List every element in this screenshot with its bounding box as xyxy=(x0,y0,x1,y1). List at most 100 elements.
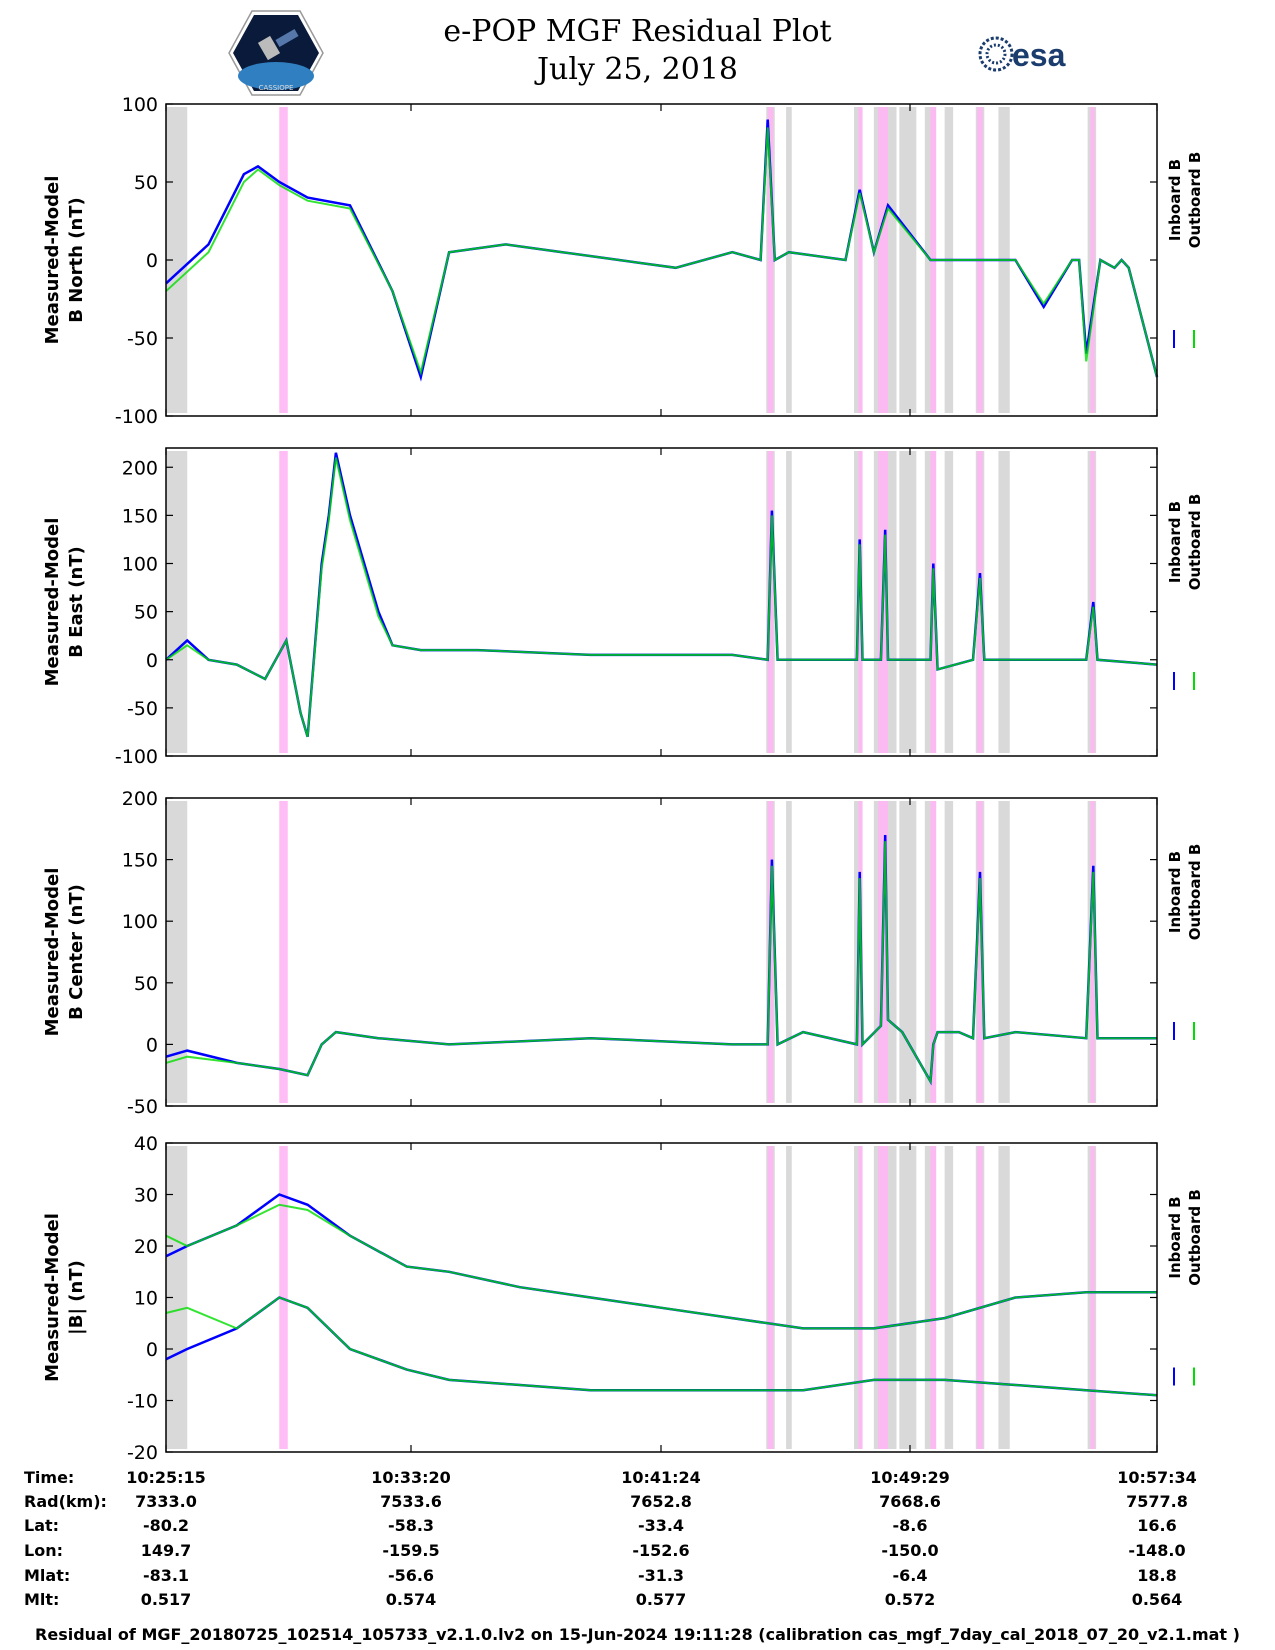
pink-band-3-2 xyxy=(858,1146,863,1449)
pink-band-3-4 xyxy=(930,1146,937,1449)
ytick-label-0-2: 0 xyxy=(146,250,158,272)
ylabel-group-1: Measured-Model B East (nT) xyxy=(42,518,87,687)
info-cell: -152.6 xyxy=(632,1541,690,1560)
ytick-label-1-0: -100 xyxy=(115,746,158,768)
cassiope-logo: CASSIOPE xyxy=(228,10,324,96)
ytick-label-2-5: 200 xyxy=(122,788,158,810)
series-line-3-3 xyxy=(165,1296,1158,1397)
info-cell: 10:41:24 xyxy=(621,1468,701,1487)
legend-group-2: Inboard B Outboard B xyxy=(1166,844,1204,941)
ylabel-2-0: Measured-Model xyxy=(42,868,63,1037)
series-line-0-1 xyxy=(165,127,1158,378)
legend-label-0-0: Inboard B xyxy=(1166,159,1184,241)
info-cell: -159.5 xyxy=(382,1541,440,1560)
ylabel-3-1: |B| (nT) xyxy=(66,1260,87,1335)
gray-band-0-0 xyxy=(166,107,188,413)
pink-band-3-3 xyxy=(878,1146,889,1449)
info-row-label: Lat: xyxy=(24,1516,60,1535)
cassiope-logo-text: CASSIOPE xyxy=(259,84,294,92)
ytick-label-1-5: 150 xyxy=(122,505,158,527)
legend-label-1-1: Outboard B xyxy=(1186,494,1204,591)
gray-band-0-5 xyxy=(899,107,917,413)
info-cell: 0.572 xyxy=(884,1590,936,1609)
pink-band-2-5 xyxy=(977,801,983,1103)
info-cell: -31.3 xyxy=(637,1566,685,1585)
ytick-label-2-2: 50 xyxy=(134,973,158,995)
ytick-label-2-1: 0 xyxy=(146,1034,158,1056)
legend-label-3-0: Inboard B xyxy=(1166,1196,1184,1278)
gray-band-3-9 xyxy=(998,1146,1010,1449)
ylabel-3-0: Measured-Model xyxy=(42,1213,63,1382)
gray-band-3-7 xyxy=(944,1146,954,1449)
info-row-label: Mlt: xyxy=(24,1590,60,1609)
info-cell: -58.3 xyxy=(387,1516,435,1535)
info-cell: 0.574 xyxy=(385,1590,437,1609)
pink-band-3-6 xyxy=(1090,1146,1095,1449)
info-cell: -83.1 xyxy=(142,1566,190,1585)
ylabel-1-0: Measured-Model xyxy=(42,518,63,687)
gray-band-3-2 xyxy=(786,1146,792,1449)
ytick-label-1-1: -50 xyxy=(127,698,158,720)
series-line-2-1 xyxy=(165,841,1157,1085)
ylabel-group-0: Measured-Model B North (nT) xyxy=(42,176,87,345)
page-title: e-POP MGF Residual Plot xyxy=(443,14,832,49)
info-cell: 7333.0 xyxy=(135,1492,197,1511)
gray-band-2-0 xyxy=(166,801,188,1103)
ytick-label-0-0: -100 xyxy=(115,406,158,428)
gray-band-2-7 xyxy=(944,801,954,1103)
info-cell: 7668.6 xyxy=(879,1492,941,1511)
ylabel-2-1: B Center (nT) xyxy=(66,884,87,1020)
ytick-label-3-0: -20 xyxy=(127,1442,158,1464)
pink-band-0-6 xyxy=(1090,107,1095,413)
info-cell: -148.0 xyxy=(1128,1541,1186,1560)
esa-logo: esa xyxy=(978,36,1066,73)
info-cell: 16.6 xyxy=(1137,1516,1177,1535)
info-cell: 0.564 xyxy=(1131,1590,1183,1609)
pink-band-3-5 xyxy=(977,1146,983,1449)
pink-band-0-1 xyxy=(767,107,774,413)
ytick-label-2-0: -50 xyxy=(127,1096,158,1118)
ytick-label-1-4: 100 xyxy=(122,554,158,576)
ylabel-0-0: Measured-Model xyxy=(42,176,63,345)
legend-label-3-1: Outboard B xyxy=(1186,1189,1204,1286)
info-cell: 10:57:34 xyxy=(1117,1468,1197,1487)
esa-logo-text: esa xyxy=(1012,37,1066,73)
ylabel-group-2: Measured-Model B Center (nT) xyxy=(42,868,87,1037)
series-line-1-1 xyxy=(165,457,1158,738)
info-cell: -150.0 xyxy=(881,1541,939,1560)
pink-band-0-2 xyxy=(858,107,863,413)
legend-group-0: Inboard B Outboard B xyxy=(1166,152,1204,249)
gray-band-2-9 xyxy=(998,801,1010,1103)
legend-group-3: Inboard B Outboard B xyxy=(1166,1189,1204,1286)
gray-band-1-5 xyxy=(899,451,917,753)
ytick-label-0-3: 50 xyxy=(134,172,158,194)
gray-band-1-0 xyxy=(166,451,188,753)
gray-band-1-7 xyxy=(944,451,954,753)
ytick-label-2-3: 100 xyxy=(122,911,158,933)
ytick-label-1-2: 0 xyxy=(146,650,158,672)
ytick-label-3-1: -10 xyxy=(127,1391,158,1413)
pink-band-3-1 xyxy=(767,1146,774,1449)
pink-band-2-0 xyxy=(279,801,288,1103)
ylabel-0-1: B North (nT) xyxy=(66,197,87,323)
info-cell: -33.4 xyxy=(637,1516,685,1535)
legend-label-0-1: Outboard B xyxy=(1186,152,1204,249)
ytick-label-3-4: 20 xyxy=(134,1236,158,1258)
info-cell: 0.577 xyxy=(635,1590,687,1609)
info-row-label: Mlat: xyxy=(24,1566,71,1585)
gray-band-3-0 xyxy=(166,1146,188,1449)
info-cell: 10:33:20 xyxy=(371,1468,451,1487)
ytick-label-0-4: 100 xyxy=(122,94,158,116)
legend-group-1: Inboard B Outboard B xyxy=(1166,494,1204,591)
info-cell: 149.7 xyxy=(140,1541,192,1560)
info-row-label: Rad(km): xyxy=(24,1492,107,1511)
ytick-label-3-5: 30 xyxy=(134,1185,158,1207)
ytick-label-3-6: 40 xyxy=(134,1133,158,1155)
ylabel-1-1: B East (nT) xyxy=(66,546,87,658)
ytick-label-1-3: 50 xyxy=(134,602,158,624)
pink-band-0-3 xyxy=(878,107,889,413)
info-cell: 7533.6 xyxy=(380,1492,442,1511)
info-cell: 0.517 xyxy=(140,1590,192,1609)
legend-label-2-1: Outboard B xyxy=(1186,844,1204,941)
